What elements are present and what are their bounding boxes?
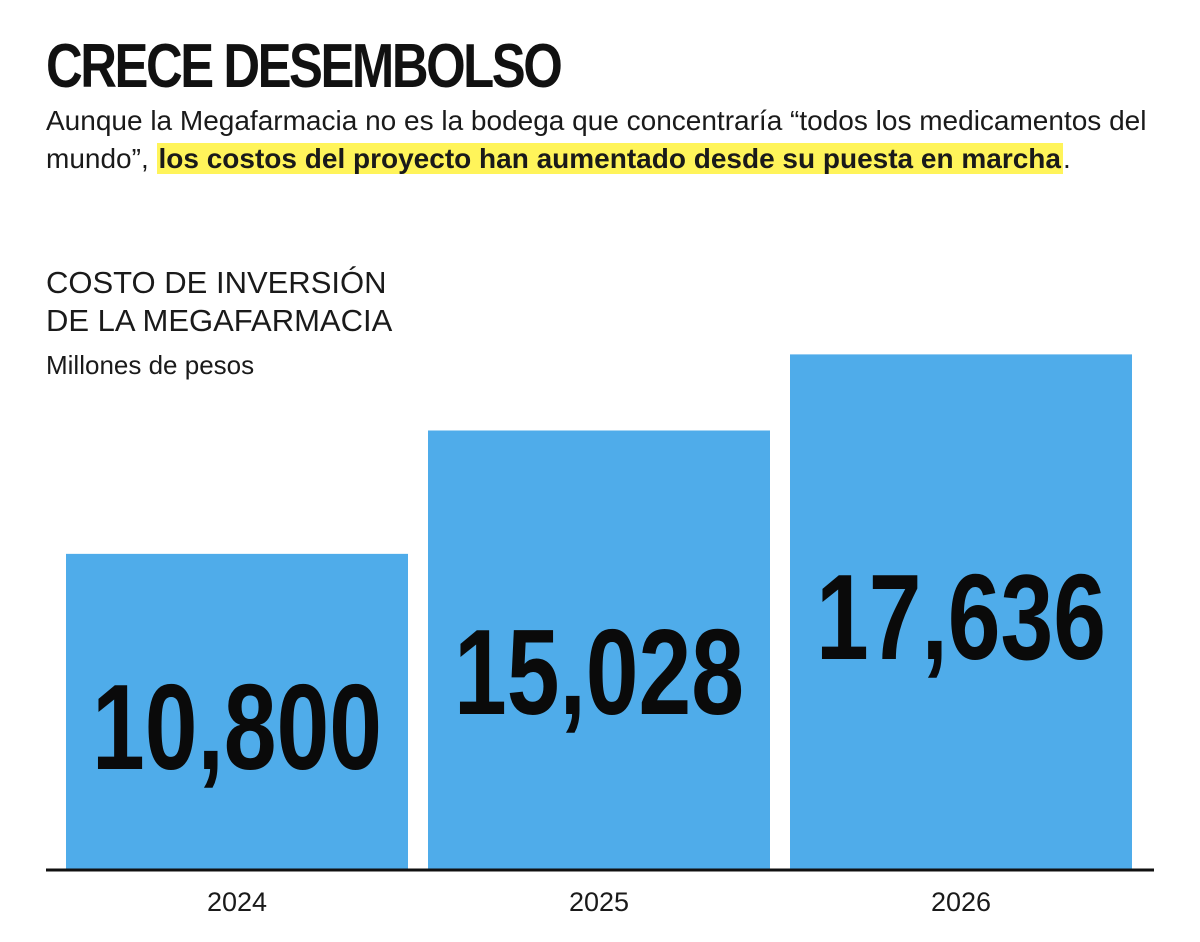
bar-value-label-2024: 10,800: [92, 659, 382, 795]
bar-2024: [66, 553, 408, 869]
headline: CRECE DESEMBOLSO: [46, 32, 563, 101]
dek-highlight: los costos del proyecto han aumentado de…: [156, 143, 1063, 174]
dek-end: .: [1062, 143, 1071, 174]
bar-value-label-2026: 17,636: [816, 549, 1106, 685]
x-tick-label-2024: 2024: [207, 887, 267, 917]
dek-paragraph: Aunque la Megafarmacia no es la bodega q…: [46, 102, 1166, 178]
bar-2026: [790, 354, 1132, 869]
bar-2025: [428, 430, 770, 869]
dek-text: Aunque la Megafarmacia no es la bodega q…: [46, 105, 1147, 174]
chart-title: COSTO DE INVERSIÓN DE LA MEGAFARMACIA: [46, 265, 393, 338]
bar-value-label-2025: 15,028: [454, 604, 744, 740]
x-tick-label-2026: 2026: [931, 887, 991, 917]
chart-subtitle: Millones de pesos: [46, 350, 255, 380]
x-tick-label-2025: 2025: [569, 887, 629, 917]
